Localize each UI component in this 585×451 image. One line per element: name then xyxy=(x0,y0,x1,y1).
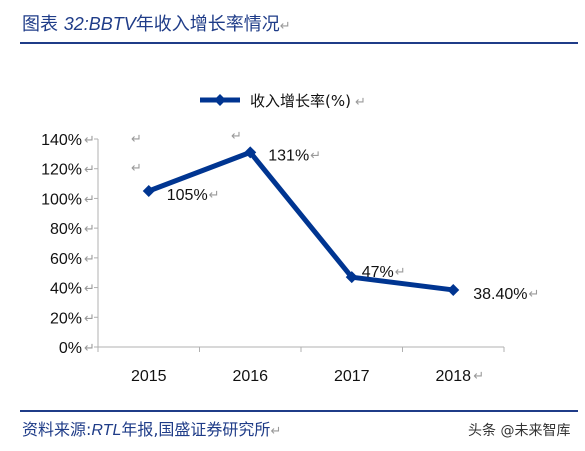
data-label: 105% xyxy=(167,187,208,204)
series-line xyxy=(147,149,454,293)
return-mark: ↵ xyxy=(84,222,95,237)
source-brand: RTL xyxy=(91,422,122,439)
x-tick-label: 2017 xyxy=(334,368,370,385)
return-mark: ↵ xyxy=(84,311,95,326)
y-tick-label: 60% xyxy=(50,251,82,268)
return-mark: ↵ xyxy=(209,188,220,203)
watermark: 头条 @未来智库 xyxy=(468,423,571,439)
source-note: 资料来源:RTL年报,国盛证券研究所↵ xyxy=(22,416,281,440)
return-mark: ↵ xyxy=(310,148,321,163)
return-mark: ↵ xyxy=(131,132,142,147)
return-mark: ↵ xyxy=(84,341,95,356)
legend-marker xyxy=(214,94,226,106)
data-label: 47% xyxy=(362,264,394,281)
bottom-rule xyxy=(20,410,578,412)
y-tick-label: 20% xyxy=(50,310,82,327)
source-text: 年报,国盛证券研究所 xyxy=(121,420,271,439)
x-tick-label: 2016 xyxy=(232,368,268,385)
y-tick-label: 140% xyxy=(41,132,82,149)
return-mark: ↵ xyxy=(355,95,366,110)
figure-brand: BBTV xyxy=(88,14,136,34)
figure-label: 图表 xyxy=(22,14,64,35)
x-tick-label: 2018 xyxy=(435,368,471,385)
y-tick-label: 80% xyxy=(50,221,82,238)
data-point xyxy=(244,146,257,159)
data-label: 38.40% xyxy=(473,286,527,303)
y-tick-label: 40% xyxy=(50,281,82,298)
return-mark: ↵ xyxy=(231,129,242,144)
y-tick-label: 120% xyxy=(41,162,82,179)
x-tick-label: 2015 xyxy=(131,368,167,385)
return-mark: ↵ xyxy=(84,282,95,297)
return-mark: ↵ xyxy=(84,192,95,207)
return-mark: ↵ xyxy=(84,252,95,267)
figure-number: 32: xyxy=(63,14,89,34)
data-label: 131% xyxy=(268,147,309,164)
return-mark: ↵ xyxy=(84,163,95,178)
top-rule xyxy=(20,42,578,44)
y-tick-label: 0% xyxy=(59,340,82,357)
data-point xyxy=(345,271,358,284)
legend-label: 收入增长率(%) xyxy=(250,92,351,110)
data-point xyxy=(447,283,460,296)
figure-title: 图表 32:BBTV年收入增长率情况↵ xyxy=(22,10,291,36)
return-mark: ↵ xyxy=(473,369,484,384)
return-mark: ↵ xyxy=(279,19,291,34)
data-point xyxy=(142,185,155,197)
return-mark: ↵ xyxy=(529,287,540,302)
y-tick-label: 100% xyxy=(41,191,82,208)
source-label: 资料来源: xyxy=(22,420,92,439)
return-mark: ↵ xyxy=(395,265,406,280)
return-mark: ↵ xyxy=(84,133,95,148)
return-mark: ↵ xyxy=(131,161,142,176)
figure-title-text: 年收入增长率情况 xyxy=(135,14,280,35)
return-mark: ↵ xyxy=(270,424,282,439)
